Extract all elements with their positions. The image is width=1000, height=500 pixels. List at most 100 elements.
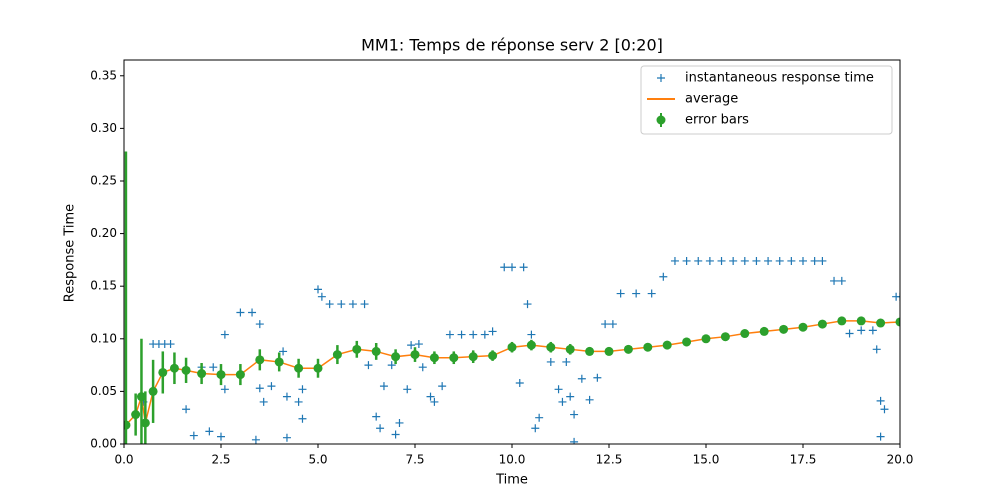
scatter-point [527, 330, 536, 339]
scatter-point [601, 320, 610, 329]
error-point [720, 332, 730, 342]
error-point [798, 322, 808, 332]
scatter-point [546, 357, 555, 366]
scatter-point [360, 300, 369, 309]
error-point [216, 370, 226, 380]
scatter-point [523, 300, 532, 309]
scatter-point [166, 340, 175, 349]
scatter-point [364, 361, 373, 370]
y-axis-label: Response Time [63, 204, 78, 302]
error-point [169, 363, 179, 373]
scatter-point [325, 300, 334, 309]
scatter-point [376, 424, 385, 433]
scatter-point [418, 363, 427, 372]
error-point [197, 369, 207, 379]
error-point [294, 363, 304, 373]
error-point [643, 342, 653, 352]
scatter-point [670, 256, 679, 265]
error-point [124, 420, 131, 430]
legend-label: error bars [685, 113, 749, 128]
x-tick-label: 20.0 [887, 453, 914, 467]
scatter-point [535, 413, 544, 422]
scatter-point [647, 289, 656, 298]
error-point [701, 334, 711, 344]
x-tick-label: 10.0 [499, 453, 526, 467]
scatter-point [379, 382, 388, 391]
x-tick-label: 15.0 [693, 453, 720, 467]
error-point [623, 344, 633, 354]
scatter-point [570, 410, 579, 419]
error-point [876, 318, 886, 328]
x-axis-label: Time [495, 473, 528, 488]
scatter-point [469, 330, 478, 339]
error-point [779, 324, 789, 334]
scatter-point [608, 320, 617, 329]
x-tick-label: 12.5 [596, 453, 623, 467]
scatter-point [182, 405, 191, 414]
scatter-point [348, 300, 357, 309]
error-point [371, 346, 381, 356]
scatter-point [752, 256, 761, 265]
scatter-point [314, 285, 322, 294]
scatter-point [519, 263, 528, 272]
scatter-point [217, 432, 225, 441]
scatter-point [566, 392, 575, 401]
y-tick-label: 0.35 [90, 68, 117, 82]
scatter-point [577, 374, 586, 383]
y-tick-label: 0.25 [90, 173, 117, 187]
error-point [546, 342, 556, 352]
scatter-point [876, 432, 885, 441]
legend-marker [656, 115, 666, 125]
error-point [604, 346, 614, 356]
scatter-point [799, 256, 807, 265]
plot-area [124, 151, 900, 444]
scatter-point [403, 385, 412, 394]
scatter-point [500, 263, 509, 272]
error-point [235, 370, 245, 380]
scatter-point [837, 276, 846, 285]
scatter-point [717, 256, 726, 265]
scatter-point [282, 433, 291, 442]
error-point [837, 316, 847, 326]
error-point [181, 365, 191, 375]
scatter-point [259, 397, 268, 406]
error-point [488, 351, 498, 361]
scatter-point [868, 326, 877, 335]
error-point [140, 418, 150, 428]
error-point [136, 392, 146, 402]
scatter-point [872, 345, 881, 354]
scatter-point [632, 289, 641, 298]
error-point [856, 316, 866, 326]
scatter-point [457, 330, 466, 339]
scatter-point [395, 418, 404, 427]
scatter-point [426, 392, 435, 401]
scatter-point [255, 384, 264, 393]
error-point [313, 363, 323, 373]
y-tick-label: 0.15 [90, 279, 117, 293]
scatter-point [294, 397, 303, 406]
scatter-point [896, 292, 900, 301]
scatter-point [220, 330, 229, 339]
scatter-point [430, 397, 439, 406]
error-point [332, 350, 342, 360]
error-point [585, 346, 595, 356]
scatter-point [558, 397, 567, 406]
scatter-point [515, 378, 524, 387]
scatter-point [775, 256, 784, 265]
error-point [759, 326, 769, 336]
error-point [391, 352, 401, 362]
legend-marker [657, 74, 665, 82]
scatter-point [480, 330, 489, 339]
error-point [507, 342, 517, 352]
scatter-point [659, 272, 668, 281]
legend-box [640, 65, 893, 135]
scatter-point [508, 263, 516, 272]
error-point [565, 344, 575, 354]
error-point [158, 367, 168, 377]
scatter-point [554, 385, 563, 394]
error-point [526, 340, 536, 350]
error-point [255, 355, 265, 365]
y-tick-label: 0.10 [90, 331, 117, 345]
legend-label: instantaneous response time [685, 71, 874, 86]
y-tick-label: 0.05 [90, 384, 117, 398]
